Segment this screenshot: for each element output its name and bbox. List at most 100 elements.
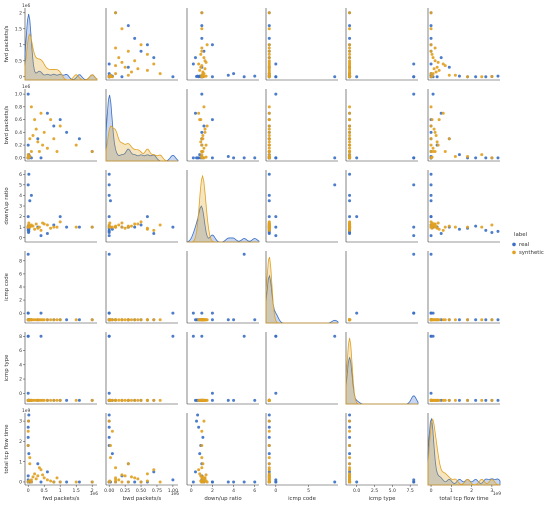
point-synthetic (267, 476, 271, 480)
point-synthetic (203, 67, 207, 71)
point-real (429, 215, 433, 219)
point-synthetic (37, 318, 41, 322)
point-real (195, 74, 199, 78)
point-synthetic (267, 429, 271, 433)
point-synthetic (58, 398, 62, 402)
point-real (202, 124, 206, 128)
point-synthetic (136, 67, 140, 71)
y-tick-label: 4 (19, 285, 22, 291)
point-real (171, 478, 175, 482)
y-tick-label: 1.5 (15, 26, 22, 32)
point-synthetic (114, 398, 118, 402)
point-real (210, 311, 214, 315)
point-real (429, 130, 433, 134)
density-synthetic (105, 125, 178, 162)
x-axis-label: total tcp flow time (439, 496, 489, 502)
point-synthetic (267, 225, 271, 229)
point-synthetic (202, 146, 206, 150)
point-real (412, 92, 416, 96)
point-real (429, 252, 433, 256)
point-real (27, 413, 31, 417)
y-tick-label: 2 (19, 10, 22, 16)
point-real (267, 435, 271, 439)
point-real (65, 398, 69, 402)
point-synthetic (133, 476, 137, 480)
point-synthetic (33, 227, 37, 231)
point-synthetic (466, 75, 470, 79)
point-synthetic (39, 111, 43, 115)
point-synthetic (28, 456, 32, 460)
point-synthetic (200, 466, 204, 470)
y-tick-label: 2 (19, 214, 22, 220)
point-synthetic (90, 225, 94, 229)
point-synthetic (267, 480, 271, 484)
point-synthetic (443, 398, 447, 402)
point-synthetic (200, 11, 204, 15)
point-synthetic (33, 118, 37, 122)
point-synthetic (267, 105, 271, 109)
y-tick-label: 1 (19, 459, 22, 465)
point-synthetic (139, 318, 143, 322)
point-real (36, 462, 40, 466)
y-tick-label: 0 (19, 480, 22, 486)
point-real (65, 480, 69, 484)
point-real (267, 36, 271, 40)
point-synthetic (74, 225, 78, 229)
x-tick-label: 7.5 (407, 488, 414, 494)
point-synthetic (267, 46, 271, 50)
point-real (195, 419, 199, 423)
point-real (496, 318, 500, 322)
point-real (496, 156, 500, 160)
point-synthetic (429, 11, 433, 15)
point-real (197, 156, 201, 160)
point-real (193, 470, 197, 474)
y-tick-label: 6 (19, 172, 22, 178)
point-synthetic (200, 456, 204, 460)
point-synthetic (490, 156, 494, 160)
point-synthetic (58, 124, 62, 128)
point-synthetic (41, 221, 45, 225)
point-real (193, 318, 197, 322)
point-real (333, 334, 337, 338)
point-real (36, 137, 40, 141)
point-synthetic (453, 225, 457, 229)
point-real (198, 153, 202, 157)
point-real (267, 172, 271, 176)
y-axis-label: down/up ratio (4, 187, 10, 224)
x-tick-label: 0.75 (152, 488, 162, 494)
y-tick-label: 6 (19, 348, 22, 354)
y-tick-label: 0.2 (15, 143, 22, 149)
y-tick-label: 0.5 (15, 58, 22, 64)
point-synthetic (28, 318, 32, 322)
point-synthetic (34, 398, 38, 402)
point-synthetic (433, 398, 437, 402)
point-real (107, 172, 111, 176)
point-real (39, 234, 43, 238)
point-real (348, 232, 352, 236)
x-tick-label: 1.00 (168, 488, 178, 494)
point-real (200, 311, 204, 315)
point-real (429, 334, 433, 338)
point-synthetic (348, 67, 352, 71)
point-real (274, 156, 278, 160)
point-real (226, 73, 230, 77)
y-tick-label: 4 (19, 362, 22, 368)
point-real (226, 155, 230, 159)
point-synthetic (117, 318, 121, 322)
point-real (52, 124, 56, 128)
point-synthetic (152, 62, 156, 66)
point-real (26, 252, 30, 256)
point-synthetic (145, 68, 149, 72)
point-real (429, 234, 433, 238)
point-synthetic (39, 468, 43, 472)
point-real (107, 183, 111, 187)
point-synthetic (434, 134, 438, 138)
point-real (171, 334, 175, 338)
point-synthetic (37, 225, 41, 229)
point-synthetic (429, 49, 433, 53)
point-real (333, 183, 337, 187)
point-real (253, 480, 257, 484)
point-real (171, 75, 175, 79)
point-real (133, 480, 137, 484)
point-real (26, 183, 30, 187)
